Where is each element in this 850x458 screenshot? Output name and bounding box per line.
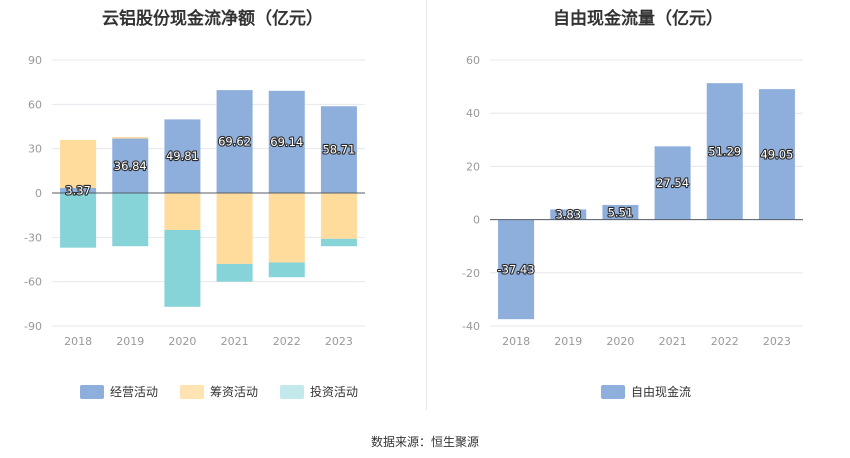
right-y-tick-label: -40: [462, 320, 480, 333]
right-data-label: 27.54: [656, 176, 689, 190]
right-y-tick-label: 40: [466, 107, 480, 120]
free-cash-flow-chart: 60 40 20 0 -20 -40 -37.43 3.83 5.51 27.54 51.29 49.…: [462, 54, 803, 348]
right-bar-自由现金流-2021: [654, 146, 691, 220]
legend-swatch-financing: [180, 384, 205, 399]
legend-label-operating: 经营活动: [110, 385, 159, 399]
left-y-tick-label: 30: [28, 143, 42, 156]
legend-swatch-investing: [280, 384, 305, 399]
right-x-tick-label: 2018: [502, 335, 530, 348]
left-bar-投资活动-2023: [320, 238, 357, 247]
left-bar-投资活动-2022: [268, 262, 305, 278]
right-data-label: 5.51: [608, 205, 634, 219]
left-bar-投资活动-2018: [60, 193, 97, 248]
left-bar-投资活动-2020: [164, 229, 201, 307]
legend-item-financing[interactable]: 筹资活动: [180, 383, 258, 400]
left-x-tick-label: 2020: [168, 335, 196, 348]
left-x-tick-label: 2022: [273, 335, 301, 348]
right-x-tick-label: 2022: [711, 335, 739, 348]
left-chart-title: 云铝股份现金流净额（亿元）: [102, 9, 323, 29]
left-x-tick-label: 2019: [116, 335, 144, 348]
right-y-tick-label: 20: [466, 160, 480, 173]
left-data-label: 3.37: [65, 184, 91, 198]
left-bar-筹资活动-2022: [268, 193, 305, 263]
right-data-label: 3.83: [555, 208, 581, 222]
right-y-tick-label: -20: [462, 267, 480, 280]
right-x-tick-label: 2020: [606, 335, 634, 348]
right-bar-自由现金流-2023: [758, 89, 795, 220]
legend-label-investing: 投资活动: [310, 385, 359, 399]
left-x-tick-label: 2018: [64, 335, 92, 348]
right-y-tick-label: 60: [466, 54, 480, 67]
right-bar-自由现金流-2022: [706, 83, 743, 220]
legend-item-investing[interactable]: 投资活动: [280, 383, 358, 400]
left-bar-经营活动-2019: [112, 138, 149, 193]
left-bar-筹资活动-2021: [216, 193, 253, 264]
left-y-tick-label: 60: [28, 98, 42, 111]
left-y-tick-label: 0: [35, 187, 42, 200]
legend-item-free-cash-flow[interactable]: 自由现金流: [601, 383, 691, 400]
left-bar-投资活动-2021: [216, 263, 253, 282]
right-x-tick-label: 2021: [659, 335, 687, 348]
left-bar-经营活动-2023: [320, 106, 357, 193]
left-legend: 经营活动 筹资活动 投资活动: [80, 383, 358, 400]
legend-item-operating[interactable]: 经营活动: [80, 383, 158, 400]
legend-label-financing: 筹资活动: [210, 385, 259, 399]
data-source: 数据来源：恒生聚源: [370, 435, 479, 449]
right-data-label: 49.05: [760, 147, 793, 161]
right-bar-自由现金流-2019: [550, 209, 587, 220]
left-bar-经营活动-2020: [164, 119, 201, 193]
left-bar-筹资活动-2023: [320, 193, 357, 239]
left-bar-投资活动-2019: [112, 193, 149, 247]
right-y-tick-label: 0: [473, 214, 480, 227]
right-bar-自由现金流-2018: [498, 219, 535, 320]
left-bar-经营活动-2022: [268, 90, 305, 193]
left-data-label: 69.62: [218, 135, 251, 149]
left-x-tick-label: 2023: [325, 335, 353, 348]
left-y-tick-label: -30: [24, 231, 42, 244]
left-data-label: 58.71: [322, 143, 355, 157]
legend-label-free-cash-flow: 自由现金流: [631, 385, 692, 399]
left-y-tick-label: 90: [28, 54, 42, 67]
right-data-label: -37.43: [498, 262, 535, 276]
left-bar-筹资活动-2018: [60, 139, 97, 189]
right-chart-title: 自由现金流量（亿元）: [553, 9, 723, 29]
right-data-label: 51.29: [708, 144, 741, 158]
left-bar-筹资活动-2019: [112, 137, 149, 139]
legend-swatch-free-cash-flow: [601, 384, 625, 399]
cash-flow-net-chart: 90 60 30 0 -30 -60 -90 3.37 36.84 49.81 69.62 69.14…: [24, 54, 365, 348]
right-bar-自由现金流-2020: [602, 204, 639, 220]
left-bar-筹资活动-2020: [164, 193, 201, 230]
right-legend: 自由现金流: [601, 383, 691, 400]
left-y-tick-label: -60: [24, 276, 42, 289]
left-data-label: 36.84: [114, 159, 147, 173]
left-data-label: 69.14: [270, 135, 303, 149]
right-x-tick-label: 2023: [763, 335, 791, 348]
left-bar-经营活动-2021: [216, 90, 253, 193]
panel-divider: [426, 0, 427, 410]
legend-swatch-operating: [80, 384, 104, 399]
right-x-tick-label: 2019: [554, 335, 582, 348]
left-bar-经营活动-2018: [60, 188, 97, 193]
left-data-label: 49.81: [166, 149, 199, 163]
left-x-tick-label: 2021: [221, 335, 249, 348]
left-y-tick-label: -90: [24, 320, 42, 333]
